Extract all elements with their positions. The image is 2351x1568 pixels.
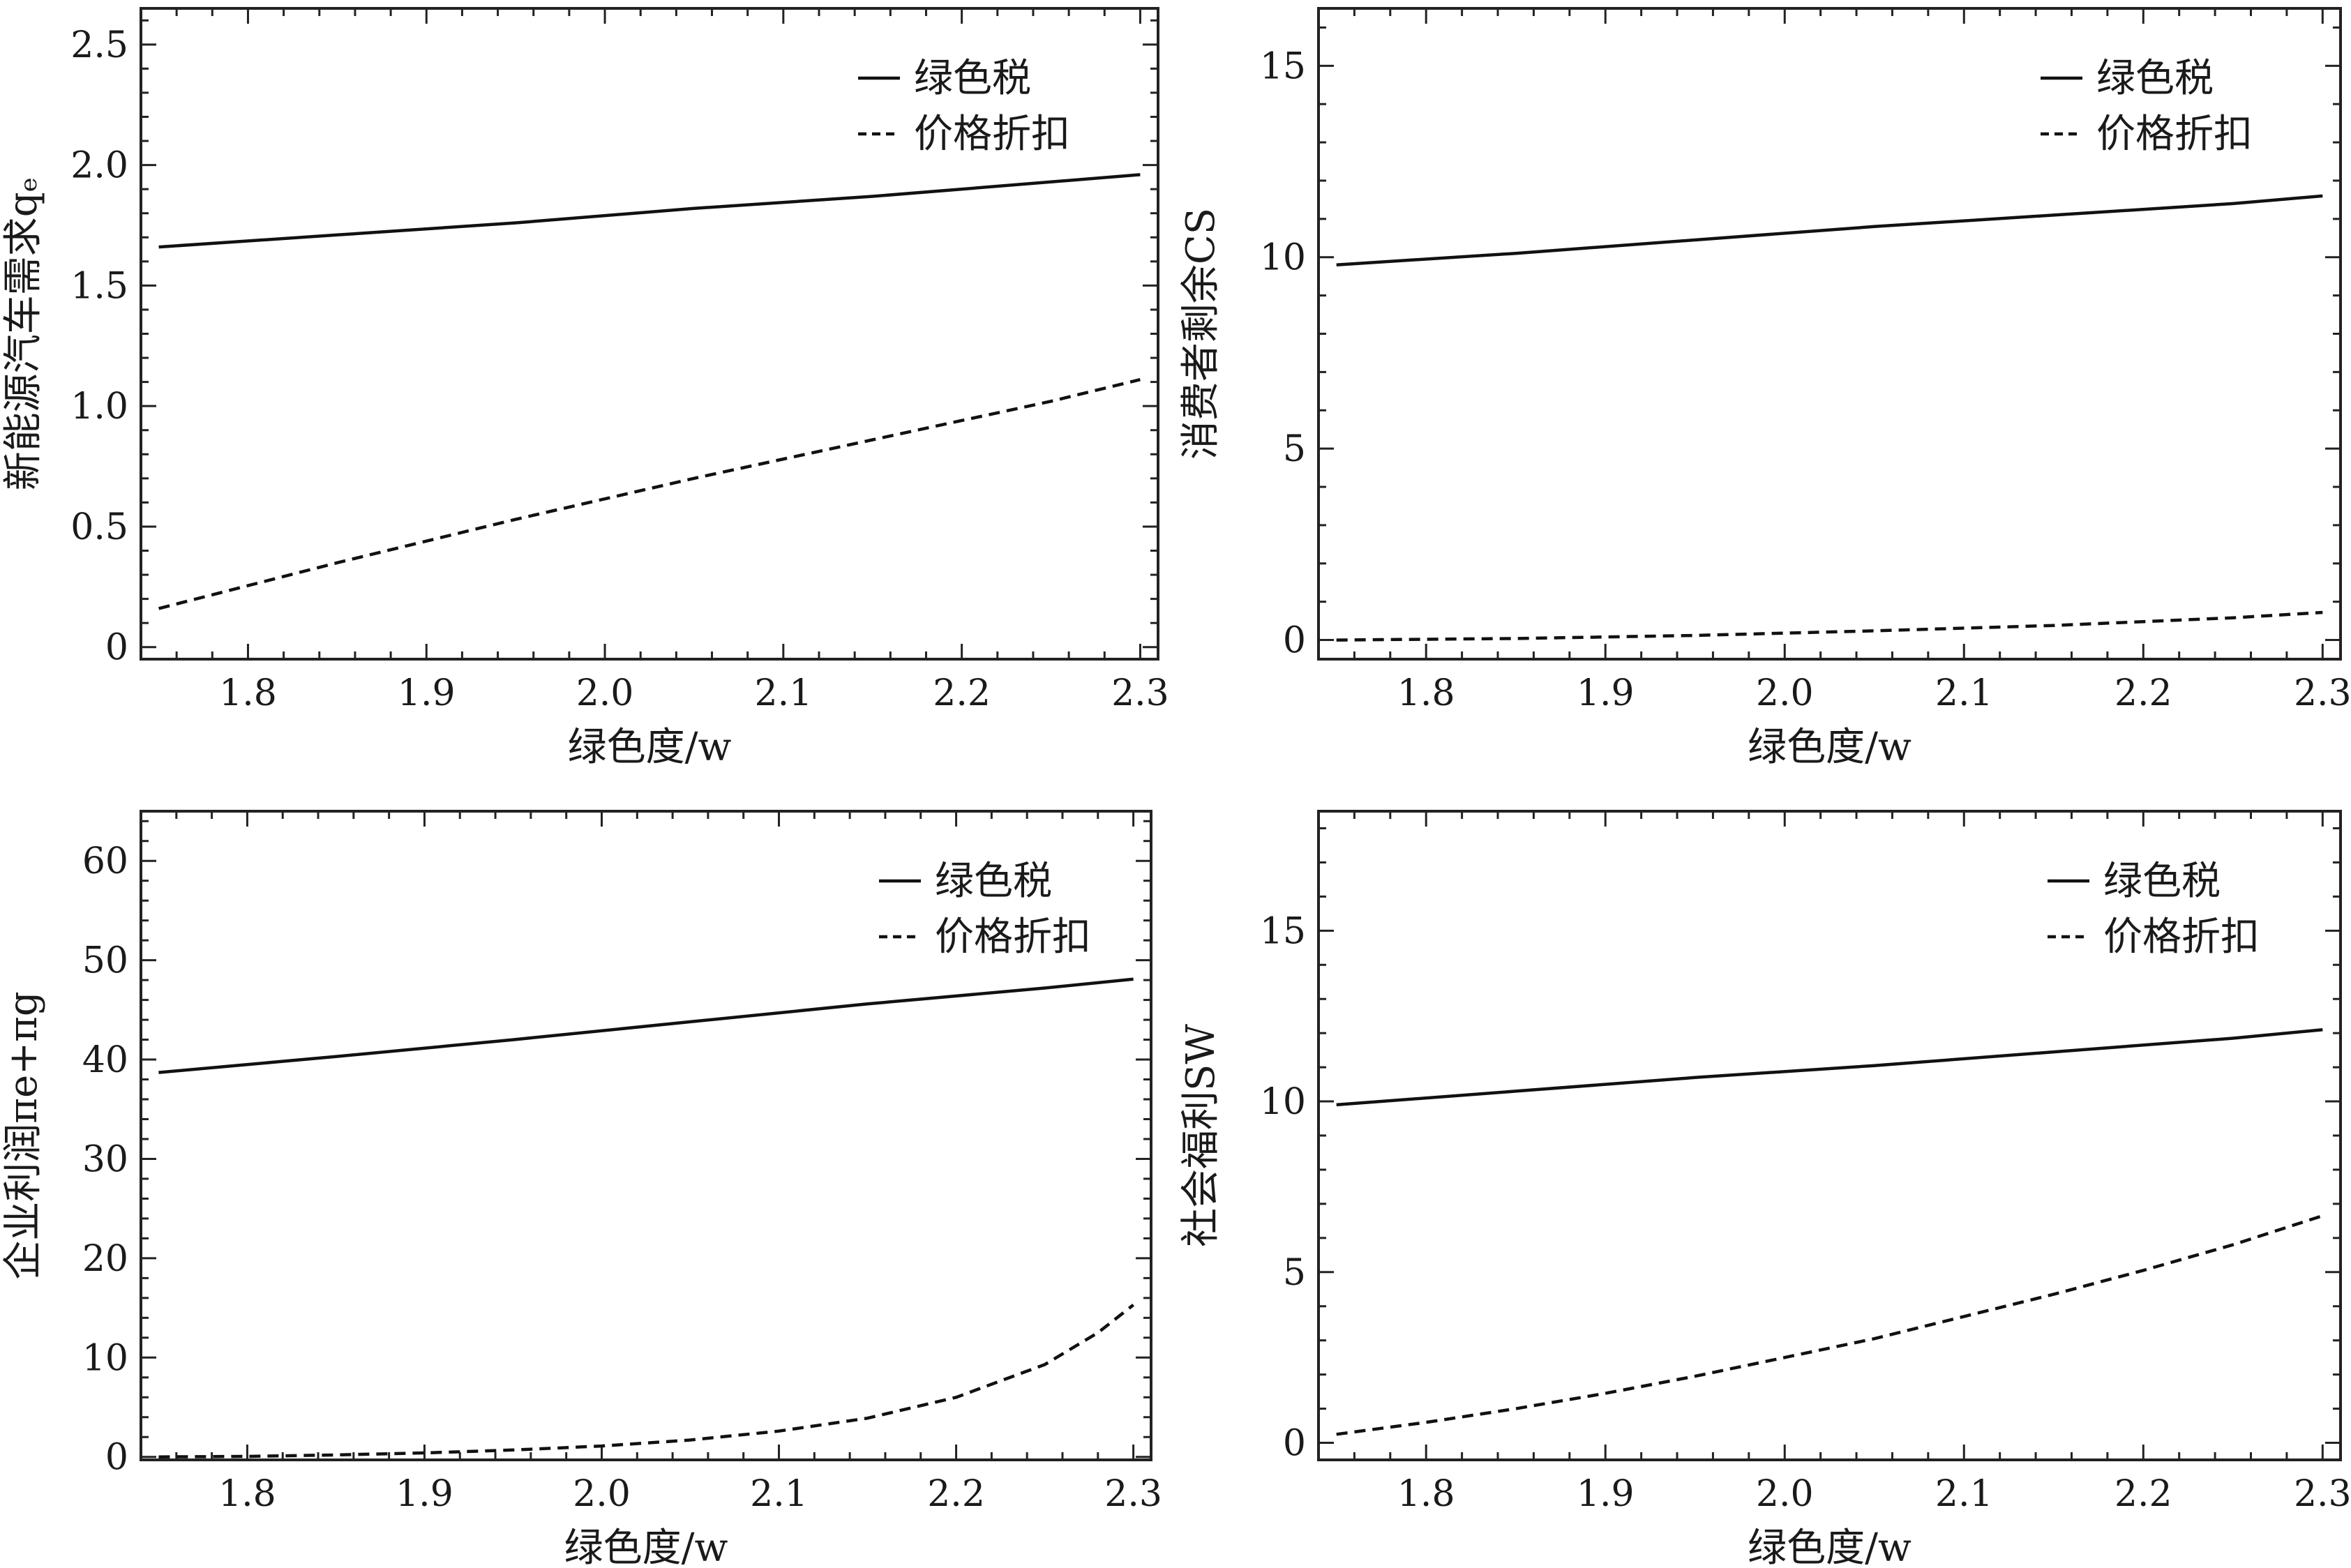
series-line-green-tax (1336, 194, 2323, 266)
legend-label: 绿色税 (935, 859, 1052, 904)
x-tick-label: 2.1 (754, 672, 812, 714)
y-axis-label: 社会福利SW (1178, 1024, 1224, 1247)
y-tick-label: 20 (82, 1238, 128, 1280)
x-tick-label: 2.0 (1756, 672, 1814, 714)
plot-frame (1317, 7, 2342, 661)
x-tick-label: 2.2 (2115, 1473, 2172, 1515)
legend-label: 价格折扣 (914, 112, 1070, 157)
x-axis-label: 绿色度/w (1748, 1525, 1911, 1568)
x-tick-label: 2.0 (573, 1473, 631, 1515)
x-tick-label: 2.1 (750, 1473, 808, 1515)
y-axis-label: 新能源汽车需求qₑ (1, 177, 46, 491)
y-tick-label: 0.5 (70, 506, 128, 548)
x-tick-label: 2.0 (576, 672, 634, 714)
x-tick-label: 1.9 (398, 672, 456, 714)
y-tick-label: 2.5 (70, 24, 128, 66)
y-tick-label: 5 (1283, 428, 1306, 470)
series-line-price-discount (158, 1304, 1134, 1458)
y-tick-label: 0 (1283, 620, 1306, 662)
plot-frame (140, 7, 1159, 661)
chart-panel-sw: 1.8 1.9 2.0 2.1 2.2 2.3 0 5 10 15 绿色度/w 社会福利SW 绿色税价格… (1178, 810, 2351, 1568)
y-tick-label: 10 (1260, 237, 1306, 279)
y-axis-label: 企业利润πe+πg (1, 991, 46, 1280)
x-tick-label: 1.9 (396, 1473, 453, 1515)
y-tick-label: 10 (1260, 1081, 1306, 1123)
plot-frame (140, 810, 1152, 1461)
y-tick-label: 0 (105, 1437, 128, 1479)
x-axis-label: 绿色度/w (1748, 725, 1911, 770)
legend-label: 价格折扣 (2096, 112, 2253, 157)
y-axis-label: 消费者剩余CS (1178, 208, 1224, 460)
legend-label: 价格折扣 (935, 914, 1091, 960)
series-line-green-tax (1336, 1028, 2323, 1107)
chart-panel-cs: 1.8 1.9 2.0 2.1 2.2 2.3 0 5 10 15 绿色度/w 消费者剩余CS 绿色税价… (1178, 7, 2351, 770)
x-axis-label: 绿色度/w (564, 1525, 728, 1568)
y-tick-label: 15 (1260, 45, 1306, 87)
series-line-green-tax (158, 173, 1141, 249)
legend-label: 绿色税 (914, 56, 1031, 101)
x-tick-label: 1.8 (218, 1473, 276, 1515)
series-line-price-discount (1336, 1214, 2323, 1436)
x-tick-label: 2.1 (1935, 672, 1993, 714)
legend-label: 绿色税 (2103, 859, 2221, 904)
x-tick-label: 2.0 (1756, 1473, 1814, 1515)
x-tick-label: 2.2 (927, 1473, 985, 1515)
x-tick-label: 1.8 (1397, 1473, 1455, 1515)
x-tick-label: 2.1 (1935, 1473, 1993, 1515)
x-tick-label: 1.8 (219, 672, 277, 714)
x-tick-label: 1.8 (1397, 672, 1455, 714)
x-axis-label: 绿色度/w (568, 725, 732, 770)
series-line-price-discount (158, 378, 1141, 610)
series-line-price-discount (1336, 610, 2323, 642)
x-tick-label: 2.2 (2115, 672, 2172, 714)
y-tick-label: 1.0 (70, 386, 128, 428)
x-tick-label: 2.3 (1104, 1473, 1162, 1515)
series-line-green-tax (158, 977, 1134, 1074)
x-tick-label: 2.3 (1111, 672, 1169, 714)
legend-label: 绿色税 (2096, 56, 2214, 101)
plot-frame (1317, 810, 2342, 1461)
x-tick-label: 2.3 (2294, 672, 2351, 714)
y-tick-label: 30 (82, 1138, 128, 1180)
y-tick-label: 15 (1260, 910, 1306, 952)
legend-label: 价格折扣 (2103, 914, 2260, 960)
x-tick-label: 2.3 (2294, 1473, 2351, 1515)
y-tick-label: 5 (1283, 1252, 1306, 1294)
x-tick-label: 1.9 (1577, 1473, 1635, 1515)
y-tick-label: 1.5 (70, 265, 128, 307)
y-tick-label: 60 (82, 840, 128, 882)
chart-panel-qe: 1.8 1.9 2.0 2.1 2.2 2.3 0 0.5 1.0 1.5 2.0 2.5 绿色度/w 新… (1, 7, 1169, 770)
y-tick-label: 0 (105, 627, 128, 669)
y-tick-label: 50 (82, 940, 128, 982)
y-tick-label: 40 (82, 1039, 128, 1081)
chart-panel-profit: 1.8 1.9 2.0 2.1 2.2 2.3 0 10 20 30 40 50 60 绿色度/w 企业利润… (1, 810, 1162, 1568)
y-tick-label: 10 (82, 1337, 128, 1379)
x-tick-label: 1.9 (1577, 672, 1635, 714)
y-tick-label: 0 (1283, 1423, 1306, 1465)
y-tick-label: 2.0 (70, 145, 128, 187)
x-tick-label: 2.2 (933, 672, 991, 714)
